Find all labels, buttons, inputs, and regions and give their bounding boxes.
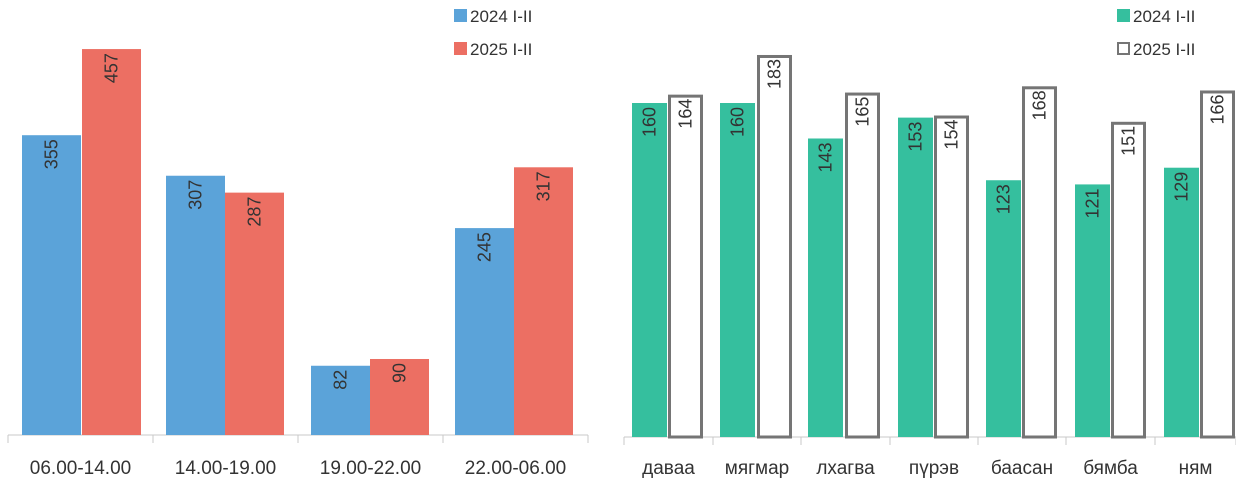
bar-2024: [1075, 184, 1110, 437]
value-label: 123: [994, 184, 1014, 214]
category-label: баасан: [991, 458, 1053, 479]
value-label: 154: [942, 120, 962, 150]
category-label: 22.00-06.00: [465, 458, 566, 479]
value-label: 90: [390, 363, 410, 383]
weekday-chart: 160 160 143 153 123 121 129 164 183 165 154 168 151 1…: [623, 7, 1236, 479]
value-label: 160: [640, 107, 660, 137]
value-label: 82: [331, 370, 351, 390]
bar-2025: [370, 358, 429, 435]
value-label: 165: [853, 97, 873, 127]
value-label: 160: [728, 107, 748, 137]
value-label: 129: [1172, 172, 1192, 202]
category-label: бямба: [1083, 458, 1138, 479]
bar-2024: [311, 365, 370, 435]
value-label: 166: [1208, 94, 1228, 124]
bar-2024: [166, 175, 225, 435]
bar-2024: [720, 103, 755, 437]
category-label: 06.00-14.00: [30, 458, 131, 479]
value-label: 151: [1119, 126, 1139, 156]
shift-chart: 355 307 82 245 457 287 90 317 06.00-14.00 14.00-1…: [7, 7, 589, 479]
category-label: даваа: [642, 458, 695, 479]
legend: 2024 I-II 2025 I-II: [454, 7, 532, 59]
value-label: 143: [816, 142, 836, 172]
legend-label: 2025 I-II: [470, 40, 532, 59]
category-label: пүрэв: [909, 458, 959, 479]
bar-2024: [455, 228, 514, 435]
bar-2024: [808, 138, 843, 438]
bar-2025: [1200, 90, 1235, 439]
bar-2024: [1164, 167, 1199, 437]
value-label: 168: [1030, 90, 1050, 120]
value-label: 307: [186, 180, 206, 210]
value-label: 317: [534, 171, 554, 201]
value-label: 121: [1083, 188, 1103, 218]
value-label: 183: [765, 59, 785, 89]
value-label: 457: [102, 53, 122, 83]
bar-2025: [668, 94, 703, 439]
legend-label: 2024 I-II: [1133, 7, 1195, 26]
bar-2025: [514, 167, 573, 435]
category-label: ням: [1179, 458, 1213, 479]
legend-swatch: [1117, 42, 1130, 55]
bar-2025: [82, 49, 141, 435]
category-label: мягмар: [725, 458, 789, 479]
legend-swatch: [1117, 9, 1130, 22]
legend-label: 2025 I-II: [1133, 40, 1195, 59]
bar-2024: [898, 117, 933, 438]
bar-2025: [934, 115, 969, 439]
value-label: 153: [906, 122, 926, 152]
legend: 2024 I-II 2025 I-II: [1117, 7, 1195, 59]
category-label: 19.00-22.00: [320, 458, 421, 479]
legend-label: 2024 I-II: [470, 7, 532, 26]
bar-2025: [757, 54, 792, 439]
category-label: 14.00-19.00: [175, 458, 276, 479]
value-label: 164: [676, 99, 696, 129]
bar-2024: [632, 103, 667, 437]
bar-2024: [986, 180, 1021, 438]
bar-2025: [225, 192, 284, 435]
value-label: 355: [42, 139, 62, 169]
bar-2025: [845, 92, 880, 439]
value-label: 245: [475, 232, 495, 262]
bar-2024: [22, 135, 81, 435]
value-label: 287: [245, 197, 265, 227]
legend-swatch: [454, 9, 467, 22]
bar-2025: [1111, 121, 1146, 439]
legend-swatch: [454, 42, 467, 55]
category-label: лхагва: [816, 458, 875, 479]
bar-2025: [1022, 86, 1057, 439]
